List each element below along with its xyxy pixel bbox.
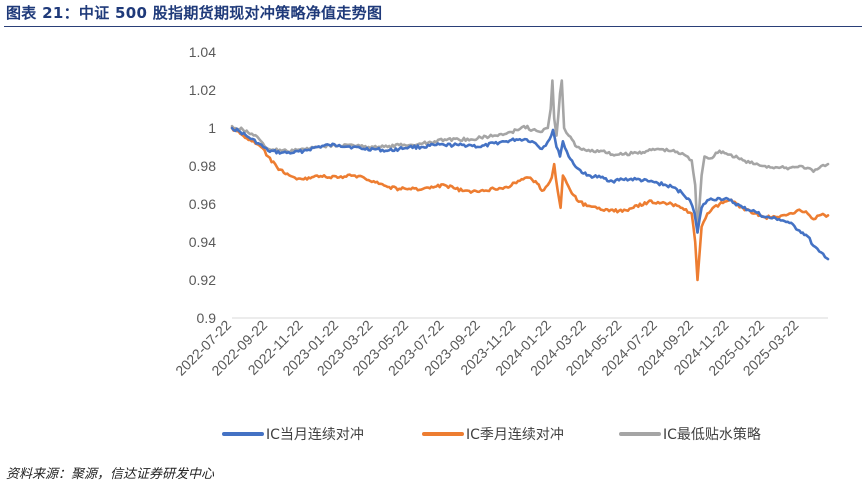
legend: IC当月连续对冲 IC季月连续对冲 IC最低贴水策略 [222, 426, 761, 443]
y-tick-label: 0.96 [189, 196, 216, 212]
legend-label: IC当月连续对冲 [266, 426, 364, 443]
y-axis: 0.9 0.92 0.94 0.96 0.98 1 1.02 1.04 [189, 44, 216, 326]
source-note: 资料来源：聚源，信达证券研发中心 [6, 467, 215, 482]
series-line-0 [230, 126, 830, 261]
y-tick-label: 1.02 [189, 82, 216, 98]
plot-series [230, 79, 830, 282]
series-line-2 [230, 79, 830, 234]
figure-title: 图表 21：中证 500 股指期货期现对冲策略净值走势图 [6, 4, 383, 22]
y-tick-label: 0.94 [189, 234, 216, 250]
legend-label: IC季月连续对冲 [466, 426, 564, 443]
x-axis: 2022-07-222022-09-222022-11-222023-01-22… [172, 317, 828, 379]
y-tick-label: 1 [208, 120, 216, 136]
title-divider [4, 26, 862, 27]
y-tick-label: 0.98 [189, 158, 216, 174]
legend-label: IC最低贴水策略 [663, 426, 761, 443]
y-tick-label: 0.92 [189, 272, 216, 288]
y-tick-label: 0.9 [197, 310, 217, 326]
y-tick-label: 1.04 [189, 44, 216, 60]
